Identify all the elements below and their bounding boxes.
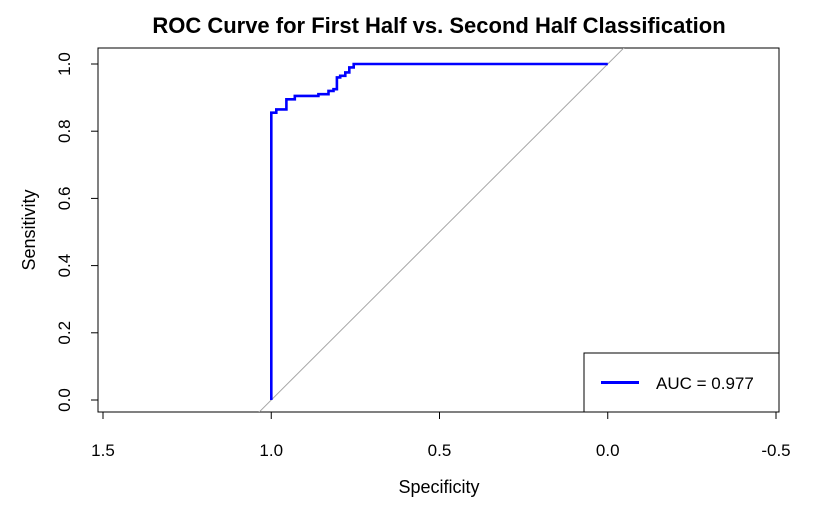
chart-title: ROC Curve for First Half vs. Second Half… — [152, 13, 725, 38]
x-tick-label: 0.5 — [428, 441, 452, 460]
x-axis-label: Specificity — [398, 477, 479, 497]
plot-area — [258, 48, 625, 412]
y-tick-label: 0.8 — [55, 119, 74, 143]
roc-curve-line — [269, 62, 608, 400]
y-axis-label: Sensitivity — [19, 189, 39, 270]
y-tick-label: 0.2 — [55, 321, 74, 345]
x-axis: 1.5 1.0 0.5 0.0 -0.5 — [91, 411, 791, 460]
x-tick-label: 1.5 — [91, 441, 115, 460]
y-tick-label: 0.6 — [55, 187, 74, 211]
x-tick-label: -0.5 — [761, 441, 790, 460]
reference-diagonal — [258, 48, 625, 412]
y-tick-label: 0.4 — [55, 254, 74, 278]
x-tick-label: 0.0 — [596, 441, 620, 460]
y-tick-label: 1.0 — [55, 52, 74, 76]
y-axis: 0.0 0.2 0.4 0.6 0.8 1.0 — [55, 52, 99, 412]
legend-label: AUC = 0.977 — [656, 374, 754, 393]
y-tick-label: 0.0 — [55, 388, 74, 412]
legend: AUC = 0.977 — [583, 352, 780, 413]
x-tick-label: 1.0 — [259, 441, 283, 460]
